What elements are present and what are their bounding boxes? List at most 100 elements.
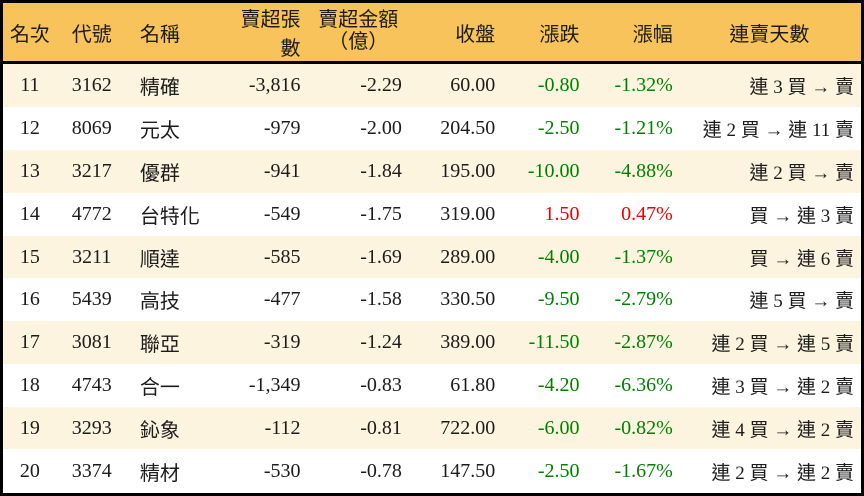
cell-close: 147.50 bbox=[440, 459, 496, 482]
col-header-sell-amount: 賣超金額 （億） bbox=[306, 1, 410, 64]
cell-code: 3081 bbox=[71, 331, 112, 354]
col-header-sell-amount-line1: 賣超金額 bbox=[318, 9, 399, 32]
cell-close: 61.80 bbox=[450, 373, 496, 396]
col-header-code: 代號 bbox=[56, 1, 127, 64]
cell-sell-amount: -0.83 bbox=[360, 373, 402, 396]
cell-change-pct: -1.67% bbox=[614, 459, 673, 482]
cell-sell-amount: -1.58 bbox=[360, 288, 402, 311]
cell-rank: 20 bbox=[19, 459, 40, 482]
table-row: 11 3162 精確 -3,816 -2.29 60.00 -0.80 -1.3… bbox=[1, 62, 863, 108]
table-row: 14 4772 台特化 -549 -1.75 319.00 1.50 0.47%… bbox=[1, 192, 863, 236]
cell-sell-amount: -0.78 bbox=[360, 459, 402, 482]
cell-sell-amount: -1.75 bbox=[360, 202, 402, 225]
cell-sell-amount: -2.00 bbox=[360, 117, 402, 140]
cell-code: 5439 bbox=[71, 288, 112, 311]
table-row: 12 8069 元太 -979 -2.00 204.50 -2.50 -1.21… bbox=[1, 107, 863, 151]
cell-close: 722.00 bbox=[440, 416, 496, 439]
cell-change: -4.20 bbox=[537, 373, 580, 396]
cell-sell-amount: -1.69 bbox=[360, 245, 402, 268]
cell-close: 319.00 bbox=[440, 202, 496, 225]
cell-sell-streak: 連 2 買 → 連 5 賣 bbox=[711, 334, 854, 356]
cell-sell-streak: 買 → 連 3 賣 bbox=[749, 205, 854, 227]
cell-sell-amount: -1.84 bbox=[360, 160, 402, 183]
cell-code: 3217 bbox=[71, 160, 112, 183]
cell-change-pct: -1.21% bbox=[614, 117, 673, 140]
cell-change: 1.50 bbox=[544, 202, 580, 225]
cell-close: 389.00 bbox=[440, 331, 496, 354]
cell-change: -10.00 bbox=[527, 160, 580, 183]
cell-name: 精確 bbox=[139, 77, 180, 100]
col-header-sell-streak: 連賣天數 bbox=[677, 1, 863, 64]
col-header-change: 漲跌 bbox=[500, 1, 585, 64]
cell-name: 元太 bbox=[139, 120, 180, 143]
cell-change-pct: -2.79% bbox=[614, 288, 673, 311]
cell-code: 3211 bbox=[72, 245, 112, 268]
cell-rank: 15 bbox=[19, 245, 40, 268]
table-row: 15 3211 順達 -585 -1.69 289.00 -4.00 -1.37… bbox=[1, 235, 863, 279]
header-row: 名次 代號 名稱 賣超張數 賣超金額 （億） 收盤 漲跌 漲幅 連賣天數 bbox=[1, 1, 863, 64]
col-header-name: 名稱 bbox=[126, 1, 233, 64]
cell-sell-streak: 連 2 買 → 賣 bbox=[749, 163, 854, 185]
cell-sell-lots: -549 bbox=[263, 202, 301, 225]
cell-rank: 17 bbox=[19, 331, 40, 354]
cell-change-pct: -2.87% bbox=[614, 331, 673, 354]
cell-sell-streak: 連 3 買 → 賣 bbox=[749, 77, 854, 99]
cell-name: 優群 bbox=[139, 163, 180, 186]
cell-sell-lots: -477 bbox=[263, 288, 301, 311]
cell-sell-amount: -2.29 bbox=[360, 74, 402, 97]
cell-close: 289.00 bbox=[440, 245, 496, 268]
cell-name: 高技 bbox=[139, 291, 180, 314]
cell-rank: 14 bbox=[19, 202, 40, 225]
cell-sell-streak: 連 5 買 → 賣 bbox=[749, 291, 854, 313]
cell-rank: 13 bbox=[19, 160, 40, 183]
cell-sell-streak: 連 3 買 → 連 2 賣 bbox=[711, 376, 854, 398]
cell-close: 195.00 bbox=[440, 160, 496, 183]
cell-code: 4772 bbox=[71, 202, 112, 225]
cell-code: 4743 bbox=[71, 373, 112, 396]
cell-sell-amount: -0.81 bbox=[360, 416, 402, 439]
table-row: 13 3217 優群 -941 -1.84 195.00 -10.00 -4.8… bbox=[1, 150, 863, 193]
cell-change-pct: -0.82% bbox=[614, 416, 673, 439]
table-row: 18 4743 合一 -1,349 -0.83 61.80 -4.20 -6.3… bbox=[1, 363, 863, 407]
cell-close: 330.50 bbox=[440, 288, 496, 311]
cell-name: 順達 bbox=[139, 248, 180, 271]
cell-rank: 16 bbox=[19, 288, 40, 311]
cell-code: 3293 bbox=[71, 416, 112, 439]
cell-sell-streak: 連 2 買 → 連 2 賣 bbox=[711, 462, 854, 484]
cell-sell-lots: -112 bbox=[264, 416, 301, 439]
cell-sell-lots: -585 bbox=[263, 245, 301, 268]
cell-name: 台特化 bbox=[139, 205, 200, 228]
table-row: 20 3374 精材 -530 -0.78 147.50 -2.50 -1.67… bbox=[1, 449, 863, 495]
cell-sell-lots: -3,816 bbox=[248, 74, 301, 97]
table-row: 16 5439 高技 -477 -1.58 330.50 -9.50 -2.79… bbox=[1, 278, 863, 322]
cell-change-pct: -4.88% bbox=[614, 160, 673, 183]
cell-close: 204.50 bbox=[440, 117, 496, 140]
cell-change-pct: -1.37% bbox=[614, 245, 673, 268]
cell-sell-streak: 連 2 買 → 連 11 賣 bbox=[702, 120, 854, 142]
cell-name: 合一 bbox=[139, 376, 180, 399]
cell-change: -9.50 bbox=[537, 288, 580, 311]
col-header-sell-amount-line2: （億） bbox=[328, 31, 389, 53]
cell-name: 聯亞 bbox=[139, 334, 180, 357]
cell-code: 3374 bbox=[71, 459, 112, 482]
cell-sell-lots: -319 bbox=[263, 331, 301, 354]
cell-change-pct: 0.47% bbox=[621, 202, 673, 225]
cell-change: -4.00 bbox=[537, 245, 580, 268]
col-header-sell-lots: 賣超張數 bbox=[232, 1, 307, 64]
cell-change: -6.00 bbox=[537, 416, 580, 439]
table-header: 名次 代號 名稱 賣超張數 賣超金額 （億） 收盤 漲跌 漲幅 連賣天數 bbox=[1, 1, 863, 64]
cell-sell-lots: -1,349 bbox=[248, 373, 301, 396]
cell-sell-streak: 連 4 買 → 連 2 賣 bbox=[711, 419, 854, 441]
cell-close: 60.00 bbox=[450, 74, 496, 97]
table-body: 11 3162 精確 -3,816 -2.29 60.00 -0.80 -1.3… bbox=[1, 62, 863, 495]
cell-sell-amount: -1.24 bbox=[360, 331, 402, 354]
cell-sell-streak: 買 → 連 6 賣 bbox=[749, 248, 854, 270]
cell-name: 精材 bbox=[139, 462, 180, 485]
col-header-change-pct: 漲幅 bbox=[584, 1, 678, 64]
cell-change-pct: -6.36% bbox=[614, 373, 673, 396]
cell-sell-lots: -941 bbox=[263, 160, 301, 183]
cell-change: -0.80 bbox=[537, 74, 580, 97]
cell-name: 鈊象 bbox=[139, 419, 180, 442]
cell-code: 8069 bbox=[71, 117, 112, 140]
